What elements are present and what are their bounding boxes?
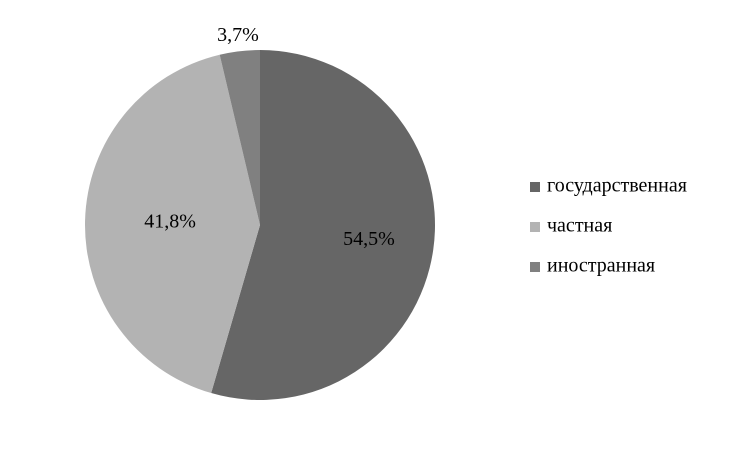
legend-label: иностранная bbox=[547, 255, 655, 277]
legend-swatch bbox=[530, 222, 540, 232]
data-label: 41,8% bbox=[144, 210, 196, 232]
pie-slice bbox=[219, 50, 260, 225]
legend-label: частная bbox=[547, 215, 612, 237]
legend-label: государственная bbox=[547, 175, 687, 197]
data-label: 54,5% bbox=[343, 228, 395, 250]
legend-swatch bbox=[530, 262, 540, 272]
pie-slice bbox=[211, 50, 436, 401]
data-label: 3,7% bbox=[217, 24, 259, 46]
legend-swatch bbox=[530, 182, 540, 192]
pie-slice bbox=[85, 54, 261, 394]
